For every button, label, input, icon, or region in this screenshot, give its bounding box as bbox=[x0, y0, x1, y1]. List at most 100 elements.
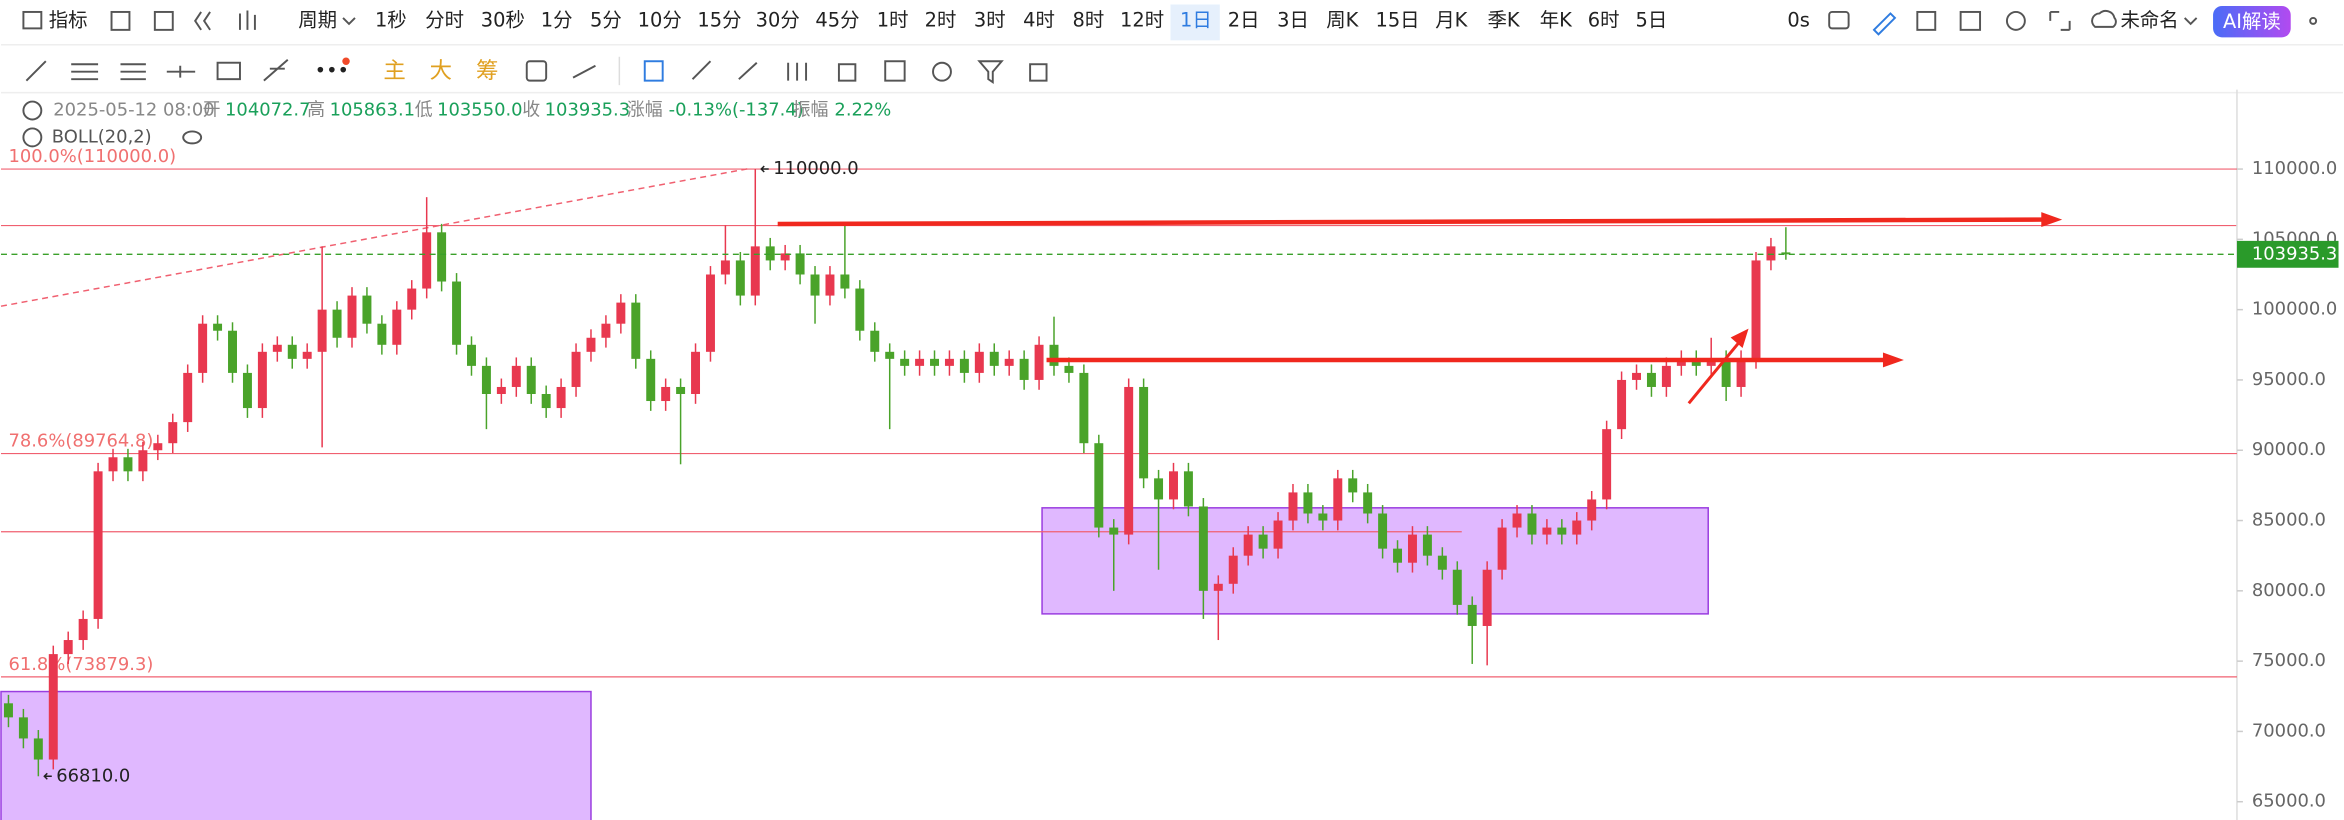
pitchfork-tool[interactable] bbox=[263, 59, 289, 82]
filter-tool[interactable] bbox=[977, 60, 1004, 84]
annotation-arrow bbox=[760, 165, 769, 173]
delete-tool[interactable] bbox=[1029, 63, 1048, 82]
draw-icon[interactable] bbox=[1872, 12, 1897, 36]
legend-low: 103550.0 bbox=[437, 100, 522, 121]
bars-tool[interactable] bbox=[787, 62, 808, 81]
legend-amplitude: 2.22% bbox=[834, 100, 891, 121]
candle-body bbox=[183, 372, 193, 423]
interval-button[interactable]: 12时 bbox=[1120, 8, 1164, 31]
interval-button[interactable]: 15分 bbox=[697, 8, 741, 31]
camera-icon[interactable] bbox=[1828, 10, 1850, 30]
interval-button[interactable]: 5分 bbox=[590, 8, 622, 31]
interval-button[interactable]: 2日 bbox=[1228, 8, 1260, 31]
interval-button[interactable]: 5日 bbox=[1636, 8, 1668, 31]
chart-type-icon[interactable] bbox=[239, 10, 256, 30]
rect-tool[interactable] bbox=[216, 61, 241, 81]
legend-close-label: 收 bbox=[522, 100, 540, 121]
more-tools[interactable]: ••• bbox=[315, 59, 349, 82]
fib-tool[interactable] bbox=[120, 63, 146, 81]
collapse-icon[interactable] bbox=[22, 100, 43, 121]
interval-button[interactable]: 3时 bbox=[974, 8, 1006, 31]
sync-tool[interactable] bbox=[525, 60, 548, 82]
interval-button[interactable]: 2时 bbox=[925, 8, 957, 31]
chips-button[interactable]: 筹 bbox=[476, 58, 498, 84]
zone-box[interactable] bbox=[0, 690, 592, 820]
interval-button[interactable]: 1分 bbox=[541, 8, 573, 31]
interval-button[interactable]: 1日 bbox=[1180, 8, 1212, 31]
interval-button[interactable]: 30分 bbox=[756, 8, 800, 31]
zone-box[interactable] bbox=[1041, 507, 1709, 615]
visibility-icon[interactable] bbox=[182, 130, 203, 145]
candle-body bbox=[1019, 358, 1029, 380]
interval-button[interactable]: 季K bbox=[1488, 8, 1521, 31]
save-icon[interactable] bbox=[1959, 10, 1982, 31]
interval-button[interactable]: 30秒 bbox=[481, 8, 525, 31]
candle-body bbox=[959, 358, 969, 373]
interval-button[interactable]: 1时 bbox=[877, 8, 909, 31]
arrow-line[interactable] bbox=[1687, 342, 1740, 405]
candle-body bbox=[1318, 513, 1328, 521]
candle-body bbox=[347, 295, 357, 338]
ai-button-bg[interactable] bbox=[2213, 5, 2291, 38]
fullscreen-icon[interactable] bbox=[2049, 10, 2071, 31]
copy-tool[interactable] bbox=[643, 60, 664, 82]
candle-body bbox=[661, 386, 671, 402]
interval-button[interactable]: 周K bbox=[1326, 8, 1359, 31]
settings-icon[interactable] bbox=[2005, 10, 2026, 31]
candle-body bbox=[1781, 252, 1791, 255]
trend-line[interactable] bbox=[0, 168, 748, 307]
legend-high: 105863.1 bbox=[330, 100, 415, 121]
interval-button[interactable]: 分时 bbox=[425, 8, 464, 31]
split-icon[interactable] bbox=[153, 10, 174, 31]
hline-tool[interactable] bbox=[166, 65, 196, 78]
candle-body bbox=[302, 351, 312, 359]
measure-tool[interactable] bbox=[572, 64, 596, 79]
share-icon[interactable] bbox=[2309, 16, 2318, 25]
main-indicator-button[interactable]: 主 bbox=[383, 58, 405, 84]
interval-button[interactable]: 月K bbox=[1435, 8, 1468, 31]
channel-tool[interactable] bbox=[71, 63, 99, 81]
ai-button[interactable]: AI解读 bbox=[2223, 10, 2281, 33]
interval-button[interactable]: 45分 bbox=[815, 8, 859, 31]
candle-body bbox=[1064, 365, 1074, 373]
interval-button[interactable]: 8时 bbox=[1072, 8, 1104, 31]
indicator-icon[interactable] bbox=[22, 10, 43, 30]
candle-body bbox=[1273, 520, 1283, 549]
candle-body bbox=[1213, 583, 1223, 591]
big-order-button[interactable]: 大 bbox=[430, 58, 452, 84]
candle-body bbox=[1632, 372, 1641, 380]
interval-button[interactable]: 15日 bbox=[1375, 8, 1419, 31]
ruler-tool[interactable] bbox=[691, 60, 712, 80]
interval-button[interactable]: 6时 bbox=[1588, 8, 1620, 31]
candle-body bbox=[1512, 513, 1522, 528]
line-tool[interactable] bbox=[25, 60, 47, 82]
arrow-line[interactable] bbox=[777, 217, 2045, 227]
window-icon[interactable] bbox=[1916, 10, 1937, 31]
layout-icon[interactable] bbox=[110, 10, 131, 31]
candle-body bbox=[1407, 534, 1417, 563]
interval-button[interactable]: 3日 bbox=[1277, 8, 1309, 31]
interval-button[interactable]: 4时 bbox=[1023, 8, 1055, 31]
candle-body bbox=[676, 386, 686, 394]
period-button[interactable]: 周期 bbox=[298, 8, 337, 31]
indicator-button[interactable]: 指标 bbox=[49, 8, 88, 31]
workspace-name[interactable]: 未命名 bbox=[2120, 8, 2178, 31]
magnet-tool[interactable] bbox=[932, 61, 952, 82]
collapse-icon[interactable] bbox=[22, 127, 43, 148]
candle-body bbox=[840, 274, 850, 289]
lock-tool[interactable] bbox=[837, 63, 857, 82]
candle-body bbox=[1049, 344, 1059, 366]
candle-body bbox=[257, 351, 267, 409]
brush-tool[interactable] bbox=[738, 62, 758, 80]
note-tool[interactable] bbox=[884, 60, 906, 82]
interval-button[interactable]: 年K bbox=[1540, 8, 1573, 31]
candle-body bbox=[1422, 534, 1432, 556]
interval-button[interactable]: 10分 bbox=[638, 8, 682, 31]
candle-body bbox=[93, 471, 103, 619]
candle-body bbox=[18, 717, 28, 739]
replay-icon[interactable] bbox=[194, 11, 211, 31]
interval-bar: 1秒 分时 30秒 1分 5分 10分 15分 30分 45分 1时 2时 3时 4时 8时 12时 1日 2日… bbox=[375, 8, 1667, 31]
interval-button[interactable]: 1秒 bbox=[375, 8, 407, 31]
candle-body bbox=[631, 302, 641, 359]
